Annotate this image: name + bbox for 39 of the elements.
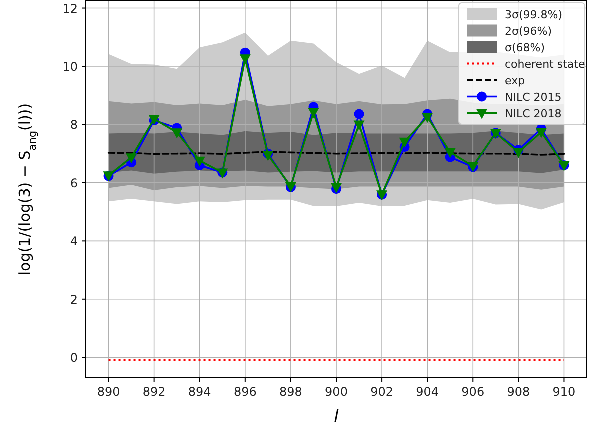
legend-label: σ(68%) [505,41,546,54]
legend-label: NILC 2015 [505,90,562,104]
legend-label: 3σ(99.8%) [505,8,562,22]
x-axis-title: l [334,407,340,427]
x-tick-label: 894 [188,385,212,399]
x-tick-label: 890 [97,385,120,399]
x-tick-label: 900 [325,385,348,399]
x-tick-label: 892 [142,385,166,399]
point [262,151,274,162]
point [126,154,138,164]
x-tick-label: 906 [462,385,485,399]
point [536,128,547,138]
x-tick-label: 896 [234,385,257,399]
point [172,128,183,139]
point [308,108,320,118]
point [422,113,434,124]
x-tick-label: 904 [416,385,440,399]
point [240,54,251,65]
point [399,138,410,148]
legend-label: NILC 2018 [505,107,562,120]
legend-label: 2σ(96%) [505,24,552,38]
y-tick-label: 8 [70,118,78,132]
y-tick-label: 10 [62,60,78,74]
y-tick-label: 0 [70,351,78,366]
point [354,109,364,120]
y-tick-label: 2 [70,292,78,307]
x-tick-label: 902 [370,385,394,399]
point [354,120,365,131]
point [444,148,456,158]
point [194,156,206,167]
legend-label: coherent state [505,58,586,71]
point [513,148,524,158]
x-tick-label: 908 [507,385,530,399]
legend-label: exp [505,74,526,88]
x-tick-label: 910 [552,385,576,399]
y-tick-label: 4 [70,234,78,249]
y-tick-label: 12 [62,2,78,16]
y-tick-label: 6 [70,176,78,190]
x-tick-label: 898 [280,385,302,399]
